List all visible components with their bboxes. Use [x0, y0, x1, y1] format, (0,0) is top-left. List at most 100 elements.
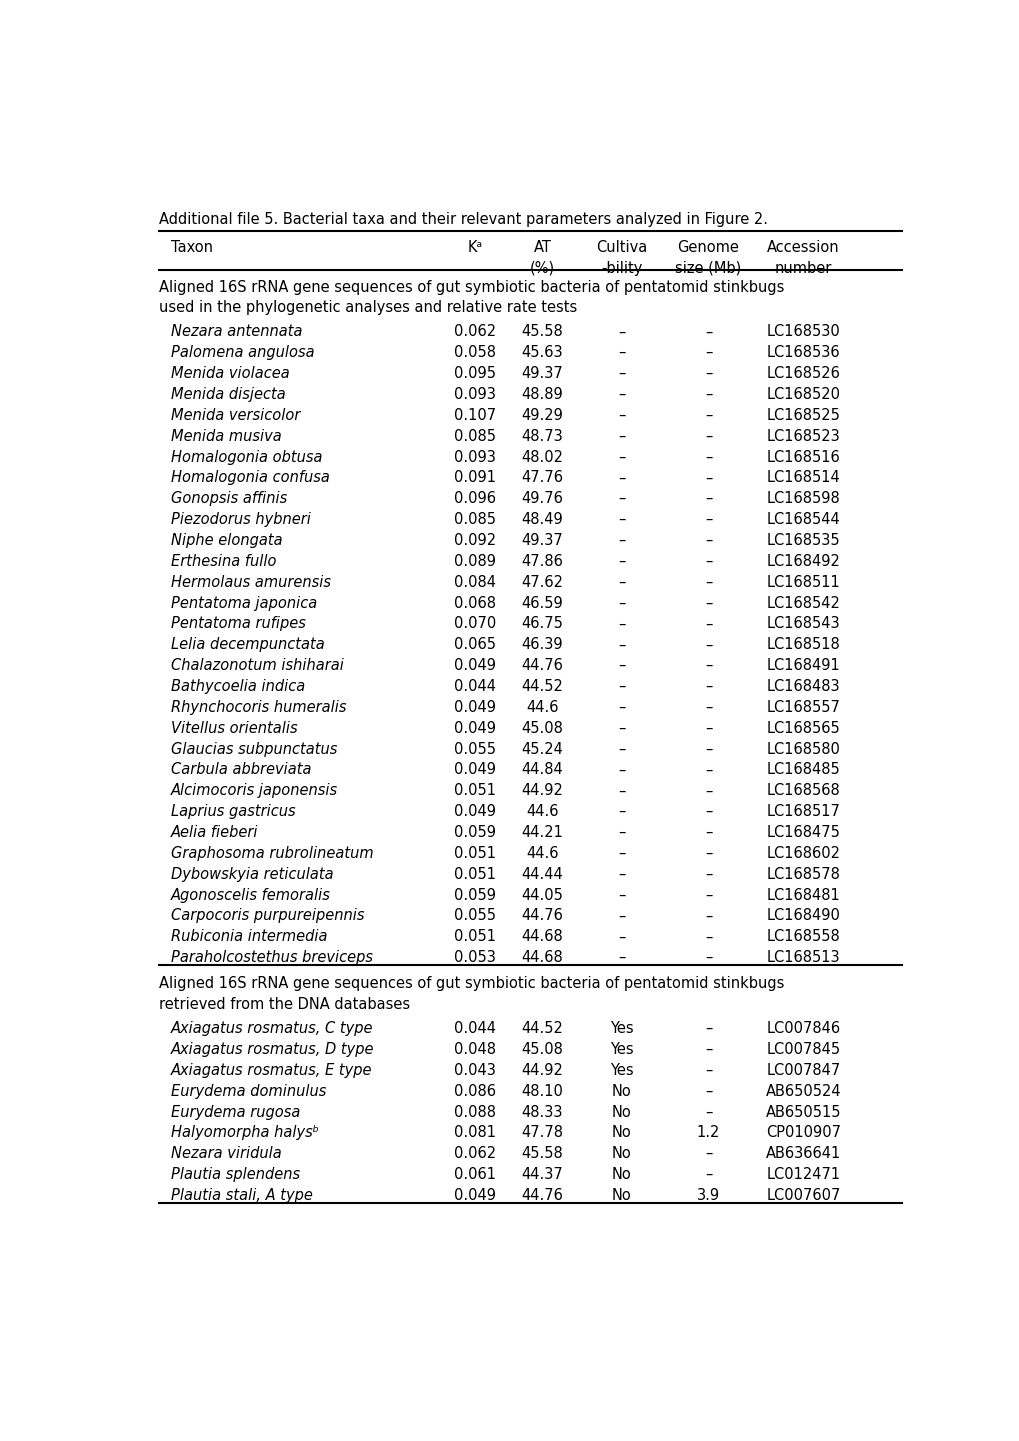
Text: used in the phylogenetic analyses and relative rate tests: used in the phylogenetic analyses and re… [159, 300, 577, 316]
Text: LC168542: LC168542 [765, 595, 840, 611]
Text: Halyomorpha halysᵇ: Halyomorpha halysᵇ [171, 1125, 319, 1140]
Text: –: – [704, 762, 711, 778]
Text: Additional file 5. Bacterial taxa and their relevant parameters analyzed in Figu: Additional file 5. Bacterial taxa and th… [159, 212, 767, 226]
Text: 44.6: 44.6 [526, 804, 558, 818]
Text: 47.86: 47.86 [521, 553, 562, 569]
Text: 46.39: 46.39 [521, 637, 562, 653]
Text: 49.37: 49.37 [521, 533, 562, 548]
Text: –: – [704, 450, 711, 464]
Text: –: – [618, 784, 625, 798]
Text: 0.049: 0.049 [453, 762, 496, 778]
Text: No: No [611, 1105, 631, 1120]
Text: 0.089: 0.089 [453, 553, 496, 569]
Text: 0.058: 0.058 [453, 346, 496, 360]
Text: LC168526: LC168526 [765, 366, 840, 380]
Text: –: – [704, 533, 711, 548]
Text: 45.08: 45.08 [521, 720, 562, 736]
Text: Yes: Yes [609, 1022, 633, 1036]
Text: 0.085: 0.085 [453, 429, 496, 444]
Text: LC168530: LC168530 [765, 324, 840, 340]
Text: Nezara antennata: Nezara antennata [171, 324, 303, 340]
Text: CP010907: CP010907 [765, 1125, 840, 1140]
Text: –: – [618, 742, 625, 757]
Text: 44.52: 44.52 [521, 679, 562, 695]
Text: Genome: Genome [677, 239, 739, 255]
Text: number: number [774, 261, 832, 275]
Text: 0.062: 0.062 [453, 324, 496, 340]
Text: 0.068: 0.068 [453, 595, 496, 611]
Text: Hermolaus amurensis: Hermolaus amurensis [171, 575, 330, 589]
Text: LC012471: LC012471 [765, 1167, 840, 1182]
Text: –: – [618, 866, 625, 882]
Text: LC168516: LC168516 [765, 450, 840, 464]
Text: 47.76: 47.76 [521, 470, 562, 486]
Text: Axiagatus rosmatus, E type: Axiagatus rosmatus, E type [171, 1063, 372, 1078]
Text: 0.051: 0.051 [453, 866, 496, 882]
Text: –: – [618, 491, 625, 506]
Text: Carbula abbreviata: Carbula abbreviata [171, 762, 311, 778]
Text: 44.52: 44.52 [521, 1022, 562, 1036]
Text: 44.6: 44.6 [526, 700, 558, 715]
Text: –: – [618, 762, 625, 778]
Text: Erthesina fullo: Erthesina fullo [171, 553, 276, 569]
Text: 0.044: 0.044 [453, 679, 496, 695]
Text: Nezara viridula: Nezara viridula [171, 1146, 281, 1161]
Text: –: – [618, 929, 625, 944]
Text: 0.091: 0.091 [453, 470, 496, 486]
Text: Piezodorus hybneri: Piezodorus hybneri [171, 512, 311, 527]
Text: 0.084: 0.084 [453, 575, 496, 589]
Text: AB650515: AB650515 [765, 1105, 841, 1120]
Text: LC168491: LC168491 [765, 659, 840, 673]
Text: (%): (%) [530, 261, 554, 275]
Text: LC168518: LC168518 [765, 637, 840, 653]
Text: AB636641: AB636641 [765, 1146, 841, 1161]
Text: –: – [618, 950, 625, 965]
Text: Glaucias subpunctatus: Glaucias subpunctatus [171, 742, 337, 757]
Text: Chalazonotum ishiharai: Chalazonotum ishiharai [171, 659, 343, 673]
Text: 0.070: 0.070 [453, 617, 496, 631]
Text: 48.73: 48.73 [521, 429, 562, 444]
Text: LC168557: LC168557 [765, 700, 840, 715]
Text: –: – [704, 929, 711, 944]
Text: Pentatoma japonica: Pentatoma japonica [171, 595, 317, 611]
Text: –: – [704, 553, 711, 569]
Text: 46.59: 46.59 [521, 595, 562, 611]
Text: 47.62: 47.62 [521, 575, 562, 589]
Text: Graphosoma rubrolineatum: Graphosoma rubrolineatum [171, 846, 373, 860]
Text: –: – [704, 491, 711, 506]
Text: LC168483: LC168483 [766, 679, 840, 695]
Text: 0.049: 0.049 [453, 659, 496, 673]
Text: –: – [704, 1042, 711, 1058]
Text: 0.062: 0.062 [453, 1146, 496, 1161]
Text: 44.76: 44.76 [521, 1187, 562, 1203]
Text: 0.081: 0.081 [453, 1125, 496, 1140]
Text: –: – [618, 595, 625, 611]
Text: –: – [704, 700, 711, 715]
Text: Rhynchocoris humeralis: Rhynchocoris humeralis [171, 700, 346, 715]
Text: Plautia splendens: Plautia splendens [171, 1167, 300, 1182]
Text: size (Mb): size (Mb) [675, 261, 741, 275]
Text: 0.088: 0.088 [453, 1105, 496, 1120]
Text: Aelia fieberi: Aelia fieberi [171, 826, 258, 840]
Text: Carpocoris purpureipennis: Carpocoris purpureipennis [171, 908, 364, 924]
Text: –: – [704, 512, 711, 527]
Text: –: – [618, 366, 625, 380]
Text: –: – [618, 533, 625, 548]
Text: LC168525: LC168525 [765, 408, 840, 422]
Text: –: – [704, 366, 711, 380]
Text: 0.051: 0.051 [453, 784, 496, 798]
Text: LC168492: LC168492 [765, 553, 840, 569]
Text: 0.048: 0.048 [453, 1042, 496, 1058]
Text: –: – [704, 346, 711, 360]
Text: –: – [618, 324, 625, 340]
Text: LC168523: LC168523 [765, 429, 840, 444]
Text: Vitellus orientalis: Vitellus orientalis [171, 720, 298, 736]
Text: –: – [618, 908, 625, 924]
Text: LC168475: LC168475 [765, 826, 840, 840]
Text: 3.9: 3.9 [696, 1187, 719, 1203]
Text: –: – [618, 637, 625, 653]
Text: –: – [618, 512, 625, 527]
Text: Gonopsis affinis: Gonopsis affinis [171, 491, 287, 506]
Text: 46.75: 46.75 [521, 617, 562, 631]
Text: –: – [704, 1084, 711, 1098]
